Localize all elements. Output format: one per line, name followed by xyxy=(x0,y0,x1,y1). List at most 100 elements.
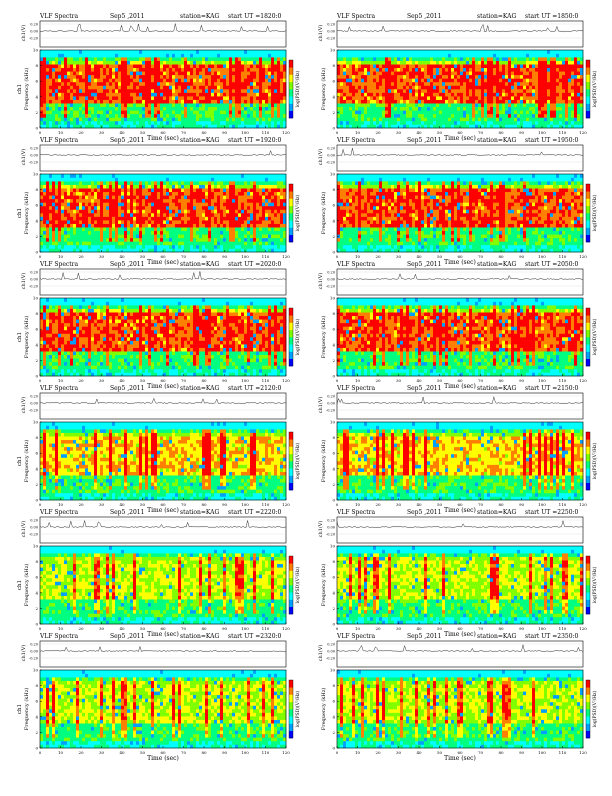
spectrogram-cell xyxy=(70,178,73,182)
spectrogram-cell xyxy=(274,93,277,97)
spectrogram-cell xyxy=(442,110,445,114)
y-axis-label: Frequency (kHz) xyxy=(320,68,327,111)
spectrogram-cell xyxy=(112,192,115,196)
spectrogram-cell xyxy=(472,121,475,125)
spectrogram-cell xyxy=(139,217,142,221)
spectrogram-cell xyxy=(232,110,235,114)
spectrogram-cell xyxy=(67,75,70,79)
spectrogram-cell xyxy=(574,85,577,89)
spectrogram-cell xyxy=(55,117,58,121)
spectrogram-cell xyxy=(181,224,184,228)
spectrogram-cell xyxy=(550,57,553,61)
spectrogram-cell xyxy=(205,85,208,89)
spectrogram-cell xyxy=(136,192,139,196)
spectrogram-cell xyxy=(220,117,223,121)
spectrogram-cell xyxy=(73,174,76,178)
spectrogram-cell xyxy=(472,110,475,114)
spectrogram-cell xyxy=(487,71,490,75)
spectrogram-cell xyxy=(76,68,79,72)
spectrogram-cell xyxy=(523,107,526,111)
spectrogram-cell xyxy=(235,54,238,58)
spectrogram-cell xyxy=(148,234,151,238)
spectrogram-cell xyxy=(76,202,79,206)
spectrogram-cell xyxy=(571,103,574,107)
spectrogram-cell xyxy=(394,68,397,72)
spectrogram-cell xyxy=(466,78,469,82)
spectrogram-cell xyxy=(79,209,82,213)
spectrogram-cell xyxy=(94,93,97,97)
spectrogram-cell xyxy=(106,93,109,97)
spectrogram-cell xyxy=(100,206,103,210)
spectrogram-cell xyxy=(145,213,148,217)
spectrogram-cell xyxy=(358,107,361,111)
spectrogram-cell xyxy=(517,64,520,68)
spectrogram-cell xyxy=(148,181,151,185)
spectrogram-cell xyxy=(373,82,376,86)
spectrogram-cell xyxy=(118,174,121,178)
spectrogram-cell xyxy=(505,96,508,100)
spectrogram-cell xyxy=(121,224,124,228)
spectrogram-cell xyxy=(214,117,217,121)
spectrogram-cell xyxy=(565,89,568,93)
spectrogram-cell xyxy=(178,96,181,100)
spectrogram-cell xyxy=(58,54,61,58)
spectrogram-cell xyxy=(238,57,241,61)
spectrogram-cell xyxy=(127,241,130,245)
spectrogram-cell xyxy=(220,75,223,79)
spectrogram-cell xyxy=(451,57,454,61)
spectrogram-cell xyxy=(136,178,139,182)
spectrogram-cell xyxy=(409,89,412,93)
spectrogram-cell xyxy=(43,100,46,104)
spectrogram-cell xyxy=(46,174,49,178)
spectrogram-cell xyxy=(121,199,124,203)
spectrogram-cell xyxy=(517,82,520,86)
spectrogram-cell xyxy=(169,64,172,68)
spectrogram-cell xyxy=(451,50,454,54)
spectrogram-cell xyxy=(208,107,211,111)
spectrogram-cell xyxy=(532,114,535,118)
spectrogram-cell xyxy=(67,68,70,72)
spectrogram-cell xyxy=(133,199,136,203)
spectrogram-cell xyxy=(337,107,340,111)
spectrogram-cell xyxy=(232,117,235,121)
spectrogram-cell xyxy=(193,61,196,65)
spectrogram-cell xyxy=(205,245,208,249)
spectrogram-cell xyxy=(481,121,484,125)
spectrogram-cell xyxy=(115,93,118,97)
spectrogram-cell xyxy=(439,93,442,97)
spectrogram-cell xyxy=(400,96,403,100)
spectrogram-cell xyxy=(142,75,145,79)
spectrogram-cell xyxy=(88,174,91,178)
spectrogram-cell xyxy=(70,117,73,121)
spectrogram-cell xyxy=(424,82,427,86)
spectrogram-cell xyxy=(178,209,181,213)
spectrogram-cell xyxy=(376,50,379,54)
spectrogram-cell xyxy=(103,54,106,58)
spectrogram-cell xyxy=(343,78,346,82)
spectrogram-cell xyxy=(373,100,376,104)
spectrogram-cell xyxy=(472,50,475,54)
spectrogram-cell xyxy=(262,121,265,125)
spectrogram-cell xyxy=(433,110,436,114)
spectrogram-cell xyxy=(184,238,187,242)
spectrogram-cell xyxy=(262,50,265,54)
spectrogram-cell xyxy=(142,241,145,245)
spectrogram-cell xyxy=(43,227,46,231)
spectrogram-cell xyxy=(196,234,199,238)
spectrogram-cell xyxy=(91,50,94,54)
spectrogram-cell xyxy=(427,54,430,58)
spectrogram-cell xyxy=(226,75,229,79)
spectrogram-cell xyxy=(259,100,262,104)
spectrogram-cell xyxy=(421,89,424,93)
spectrogram-cell xyxy=(184,75,187,79)
spectrogram-cell xyxy=(61,220,64,224)
spectrogram-cell xyxy=(454,107,457,111)
spectrogram-cell xyxy=(208,100,211,104)
spectrogram-cell xyxy=(547,121,550,125)
spectrogram-cell xyxy=(235,114,238,118)
spectrogram-cell xyxy=(520,71,523,75)
spectrogram-cell xyxy=(109,107,112,111)
spectrogram-cell xyxy=(484,121,487,125)
spectrogram-cell xyxy=(139,206,142,210)
spectrogram-cell xyxy=(268,103,271,107)
